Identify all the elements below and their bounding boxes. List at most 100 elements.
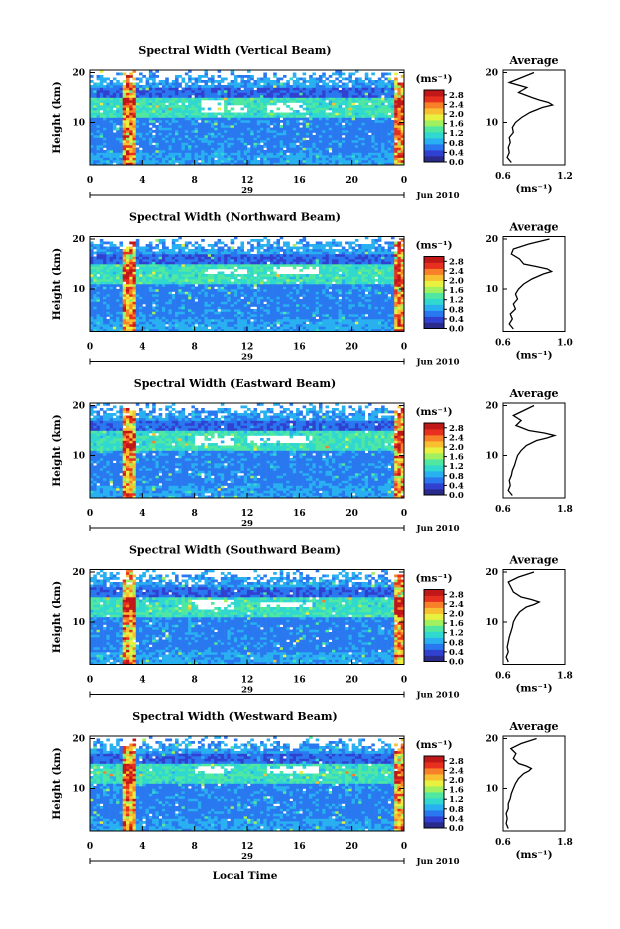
heatmap-cell [204, 160, 209, 163]
heatmap-cell [233, 251, 238, 255]
heatmap-cell [256, 102, 261, 106]
heatmap-cell [178, 266, 182, 270]
heatmap-cell [289, 90, 294, 93]
heatmap-cell [90, 140, 94, 143]
heatmap-cell [318, 135, 323, 138]
heatmap-cell [207, 145, 212, 148]
heatmap-cell [309, 142, 313, 146]
heatmap-cell [175, 269, 179, 272]
heatmap-cell [109, 261, 114, 265]
heatmap-cell [220, 251, 225, 255]
heatmap-cell [397, 85, 402, 88]
heatmap-cell [99, 162, 104, 166]
heatmap-cell [381, 112, 385, 116]
heatmap-cell [122, 97, 127, 101]
heatmap-cell [99, 246, 104, 250]
heatmap-cell [158, 157, 163, 161]
heatmap-cell [135, 316, 140, 320]
heatmap-cell [93, 125, 97, 128]
heatmap-cell [148, 301, 153, 305]
heatmap-cell [250, 102, 254, 106]
heatmap-cell [93, 100, 97, 103]
heatmap-cell [135, 329, 140, 332]
heatmap-cell [155, 296, 159, 300]
heatmap-cell [305, 105, 310, 108]
heatmap-cell [109, 289, 114, 292]
heatmap-cell [371, 142, 375, 146]
heatmap-cell [132, 155, 137, 158]
heatmap-cell [204, 329, 209, 332]
heatmap-cell [106, 117, 110, 121]
heatmap-cell [318, 130, 323, 133]
heatmap-cell [328, 162, 333, 166]
heatmap-cell [273, 130, 277, 133]
heatmap-cell [276, 115, 281, 118]
heatmap-cell [266, 135, 271, 138]
heatmap-cell [194, 279, 199, 282]
heatmap-cell [211, 249, 215, 252]
heatmap-cell [139, 264, 143, 267]
heatmap-cell [214, 251, 218, 255]
heatmap-cell [224, 291, 228, 295]
heatmap-cell [161, 316, 166, 320]
heatmap-cell [299, 152, 303, 156]
colorbar-segment [424, 108, 444, 110]
heatmap-cell [171, 259, 176, 262]
heatmap-cell [243, 95, 248, 98]
heatmap-cell [220, 122, 225, 126]
heatmap-cell [109, 125, 114, 128]
heatmap-cell [348, 102, 352, 106]
heatmap-cell [142, 279, 146, 282]
heatmap-cell [109, 160, 114, 163]
heatmap-cell [145, 244, 150, 247]
heatmap-cell [220, 85, 225, 88]
heatmap-cell [112, 321, 117, 325]
heatmap-cell [125, 281, 130, 285]
colorbar-segment [424, 96, 444, 98]
heatmap-cell [129, 110, 133, 113]
heatmap-cell [273, 160, 277, 163]
heatmap-cell [109, 316, 114, 320]
heatmap-cell [171, 92, 176, 96]
heatmap-cell [142, 145, 146, 148]
heatmap-cell [191, 289, 195, 292]
heatmap-cell [171, 150, 176, 153]
heatmap-cell [400, 122, 405, 126]
heatmap-cell [230, 107, 235, 111]
heatmap-cell [129, 140, 133, 143]
heatmap-cell [302, 147, 307, 151]
heatmap-cell [309, 157, 313, 161]
heatmap-cell [207, 132, 212, 136]
heatmap-cell [142, 259, 146, 262]
heatmap-cell [260, 152, 264, 156]
heatmap-cell [387, 95, 392, 98]
heatmap-cell [184, 266, 189, 270]
heatmap-cell [305, 125, 310, 128]
heatmap-cell [279, 135, 284, 138]
heatmap-cell [292, 95, 297, 98]
heatmap-cell [243, 132, 248, 136]
heatmap-cell [178, 155, 182, 158]
heatmap-cell [335, 120, 339, 123]
heatmap-cell [93, 147, 97, 151]
heatmap-cell [227, 157, 231, 161]
heatmap-cell [116, 319, 120, 322]
heatmap-cell [276, 107, 281, 111]
heatmap-cell [96, 130, 101, 133]
heatmap-cell [233, 281, 238, 285]
heatmap-cell [188, 279, 192, 282]
heatmap-cell [109, 110, 114, 113]
heatmap-cell [161, 241, 166, 245]
heatmap-cell [152, 291, 156, 295]
heatmap-cell [129, 125, 133, 128]
heatmap-cell [194, 95, 199, 98]
heatmap-cell [135, 115, 140, 118]
heatmap-cell [224, 155, 228, 158]
heatmap-cell [145, 259, 150, 262]
heatmap-cell [286, 95, 290, 98]
heatmap-cell [233, 236, 238, 240]
heatmap-cell [335, 82, 339, 86]
heatmap-cell [109, 145, 114, 148]
heatmap-cell [374, 140, 379, 143]
heatmap-cell [397, 147, 402, 151]
